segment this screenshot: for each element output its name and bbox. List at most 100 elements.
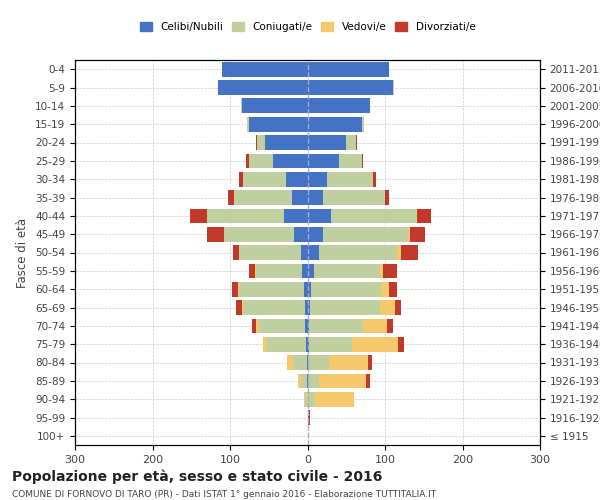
- Bar: [416, 208, 417, 223]
- Bar: [305, 300, 308, 315]
- Bar: [410, 227, 425, 242]
- Bar: [356, 135, 357, 150]
- Bar: [308, 410, 310, 425]
- Bar: [327, 172, 373, 186]
- Bar: [308, 318, 309, 333]
- Bar: [222, 62, 308, 76]
- Bar: [293, 227, 308, 242]
- Bar: [308, 154, 338, 168]
- Bar: [256, 318, 308, 333]
- Bar: [263, 337, 308, 351]
- Bar: [401, 245, 418, 260]
- Bar: [250, 154, 308, 168]
- Bar: [247, 117, 308, 132]
- Bar: [305, 318, 308, 333]
- Bar: [243, 172, 308, 186]
- Bar: [250, 154, 308, 168]
- Bar: [310, 300, 380, 315]
- Bar: [256, 135, 308, 150]
- Bar: [304, 282, 308, 296]
- Bar: [241, 98, 308, 113]
- Bar: [373, 172, 376, 186]
- Legend: Celibi/Nubili, Coniugati/e, Vedovi/e, Divorziati/e: Celibi/Nubili, Coniugati/e, Vedovi/e, Di…: [137, 19, 478, 36]
- Bar: [302, 264, 308, 278]
- Bar: [308, 300, 310, 315]
- Bar: [381, 282, 389, 296]
- Bar: [222, 62, 308, 76]
- Bar: [307, 374, 308, 388]
- Bar: [329, 355, 368, 370]
- Bar: [241, 98, 308, 113]
- Bar: [380, 300, 395, 315]
- Bar: [308, 245, 319, 260]
- Bar: [238, 282, 308, 296]
- Bar: [190, 208, 308, 223]
- Bar: [239, 172, 308, 186]
- Bar: [385, 190, 389, 205]
- Bar: [352, 337, 398, 351]
- Bar: [362, 154, 364, 168]
- Bar: [368, 355, 372, 370]
- Bar: [417, 208, 431, 223]
- Bar: [207, 208, 308, 223]
- Bar: [250, 117, 308, 132]
- Bar: [308, 282, 311, 296]
- Bar: [386, 318, 393, 333]
- Bar: [365, 374, 370, 388]
- Bar: [272, 154, 308, 168]
- Bar: [239, 282, 308, 296]
- Bar: [308, 172, 327, 186]
- Bar: [256, 264, 308, 278]
- Bar: [338, 154, 362, 168]
- Bar: [393, 80, 394, 95]
- Bar: [309, 337, 352, 351]
- Bar: [286, 172, 308, 186]
- Bar: [242, 300, 308, 315]
- Bar: [309, 318, 364, 333]
- Bar: [315, 392, 354, 406]
- Bar: [207, 227, 308, 242]
- Bar: [323, 190, 385, 205]
- Bar: [263, 337, 308, 351]
- Bar: [308, 355, 329, 370]
- Text: COMUNE DI FORNOVO DI TARO (PR) - Dati ISTAT 1° gennaio 2016 - Elaborazione TUTTI: COMUNE DI FORNOVO DI TARO (PR) - Dati IS…: [12, 490, 436, 499]
- Bar: [287, 355, 308, 370]
- Bar: [314, 264, 380, 278]
- Bar: [227, 190, 308, 205]
- Bar: [395, 300, 401, 315]
- Bar: [308, 374, 319, 388]
- Bar: [233, 245, 308, 260]
- Bar: [305, 392, 308, 406]
- Bar: [323, 227, 408, 242]
- Bar: [218, 80, 308, 95]
- Bar: [245, 154, 308, 168]
- Bar: [284, 208, 308, 223]
- Bar: [389, 282, 397, 296]
- Bar: [298, 374, 308, 388]
- Bar: [207, 208, 308, 223]
- Bar: [311, 282, 381, 296]
- Bar: [218, 80, 308, 95]
- Bar: [319, 374, 365, 388]
- Bar: [292, 190, 308, 205]
- Bar: [265, 135, 308, 150]
- Bar: [398, 337, 404, 351]
- Bar: [308, 62, 389, 76]
- Bar: [239, 245, 308, 260]
- Bar: [306, 337, 308, 351]
- Bar: [257, 135, 308, 150]
- Bar: [293, 355, 308, 370]
- Bar: [380, 264, 383, 278]
- Bar: [243, 172, 308, 186]
- Bar: [232, 282, 308, 296]
- Bar: [308, 135, 346, 150]
- Bar: [253, 318, 308, 333]
- Bar: [247, 117, 308, 132]
- Bar: [218, 80, 308, 95]
- Bar: [243, 300, 308, 315]
- Bar: [319, 245, 397, 260]
- Bar: [346, 135, 356, 150]
- Bar: [307, 355, 308, 370]
- Bar: [308, 117, 362, 132]
- Bar: [241, 98, 308, 113]
